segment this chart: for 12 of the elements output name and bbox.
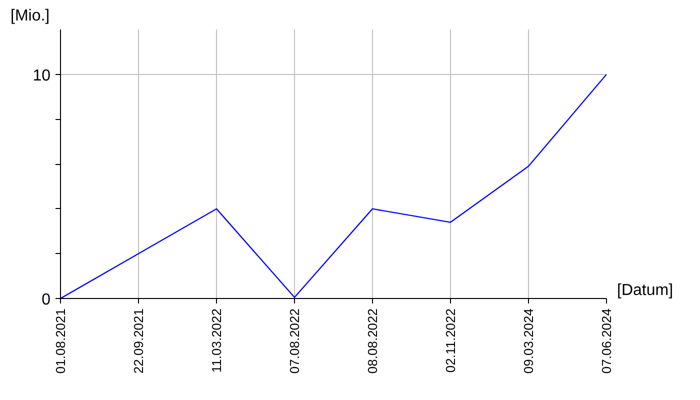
x-tick-label: 07.06.2024 bbox=[599, 308, 614, 374]
x-tick-label: 09.03.2024 bbox=[521, 308, 536, 374]
x-tick-label: 01.08.2021 bbox=[53, 308, 68, 374]
y-tick-label: 10 bbox=[32, 67, 51, 84]
x-tick-label: 07.08.2022 bbox=[287, 308, 302, 374]
x-tick-label: 11.03.2022 bbox=[209, 308, 224, 373]
y-axis-title: [Mio.] bbox=[10, 8, 50, 24]
x-tick-label: 22.09.2021 bbox=[131, 308, 146, 374]
x-tick-label: 08.08.2022 bbox=[365, 308, 380, 374]
x-axis-title: [Datum] bbox=[617, 281, 674, 301]
x-tick-label: 02.11.2022 bbox=[443, 308, 458, 373]
y-tick-label: 0 bbox=[42, 292, 51, 308]
